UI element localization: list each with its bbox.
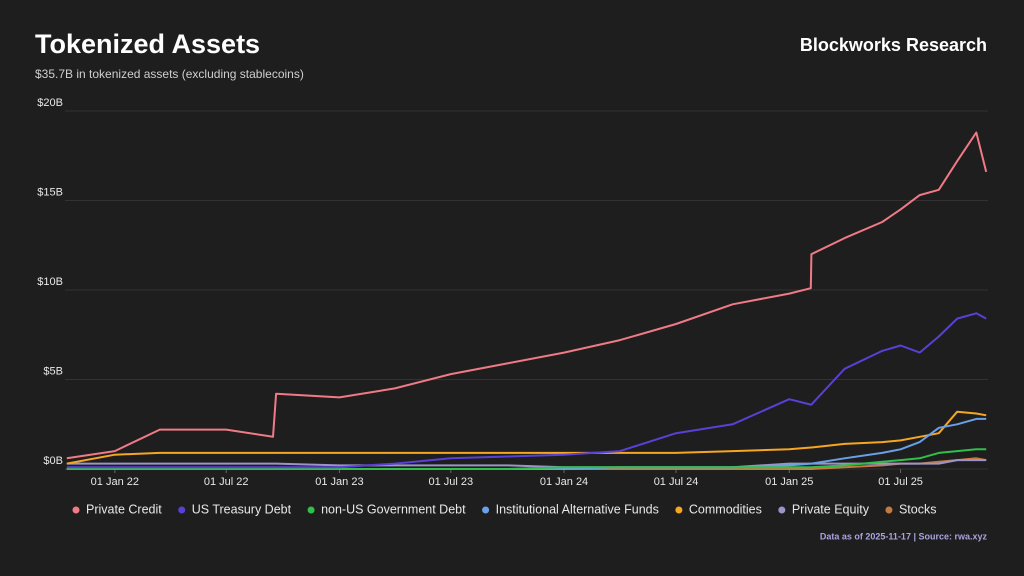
legend-marker: [482, 506, 490, 514]
legend-marker: [307, 506, 315, 514]
x-tick-label: 01 Jul 23: [428, 476, 473, 488]
series-line: [66, 448, 987, 470]
footnote: Data as of 2025-11-17 | Source: rwa.xyz: [820, 531, 988, 541]
x-tick-label: 01 Jul 24: [654, 476, 699, 488]
legend-label: Private Equity: [792, 502, 870, 516]
chart-title: Tokenized Assets: [35, 29, 260, 59]
x-tick-label: 01 Jul 22: [204, 476, 249, 488]
y-tick-label: $20B: [37, 97, 63, 109]
y-tick-label: $10B: [37, 276, 63, 288]
legend-marker: [675, 506, 683, 514]
y-tick-label: $0B: [43, 455, 63, 467]
legend-marker: [178, 506, 186, 514]
series-line: [66, 312, 987, 469]
legend-label: Stocks: [899, 502, 937, 516]
legend-marker: [885, 506, 893, 514]
y-tick-label: $15B: [37, 186, 63, 198]
legend-label: Commodities: [689, 502, 762, 516]
legend-marker: [72, 506, 80, 514]
y-tick-label: $5B: [43, 365, 63, 377]
x-tick-label: 01 Jan 22: [91, 476, 139, 488]
series-line: [66, 410, 987, 465]
legend-label: US Treasury Debt: [192, 502, 292, 516]
legend-marker: [778, 506, 786, 514]
legend-label: Institutional Alternative Funds: [496, 502, 659, 516]
brand: Blockworks Research: [800, 35, 987, 55]
legend-label: non-US Government Debt: [321, 502, 466, 516]
x-tick-label: 01 Jan 23: [315, 476, 363, 488]
legend-label: Private Credit: [86, 502, 162, 516]
x-tick-label: 01 Jan 25: [765, 476, 813, 488]
x-tick-label: 01 Jan 24: [540, 476, 588, 488]
series-line: [66, 131, 988, 460]
x-tick-label: 01 Jul 25: [878, 476, 923, 488]
subtitle: $35.7B in tokenized assets (excluding st…: [35, 67, 304, 81]
